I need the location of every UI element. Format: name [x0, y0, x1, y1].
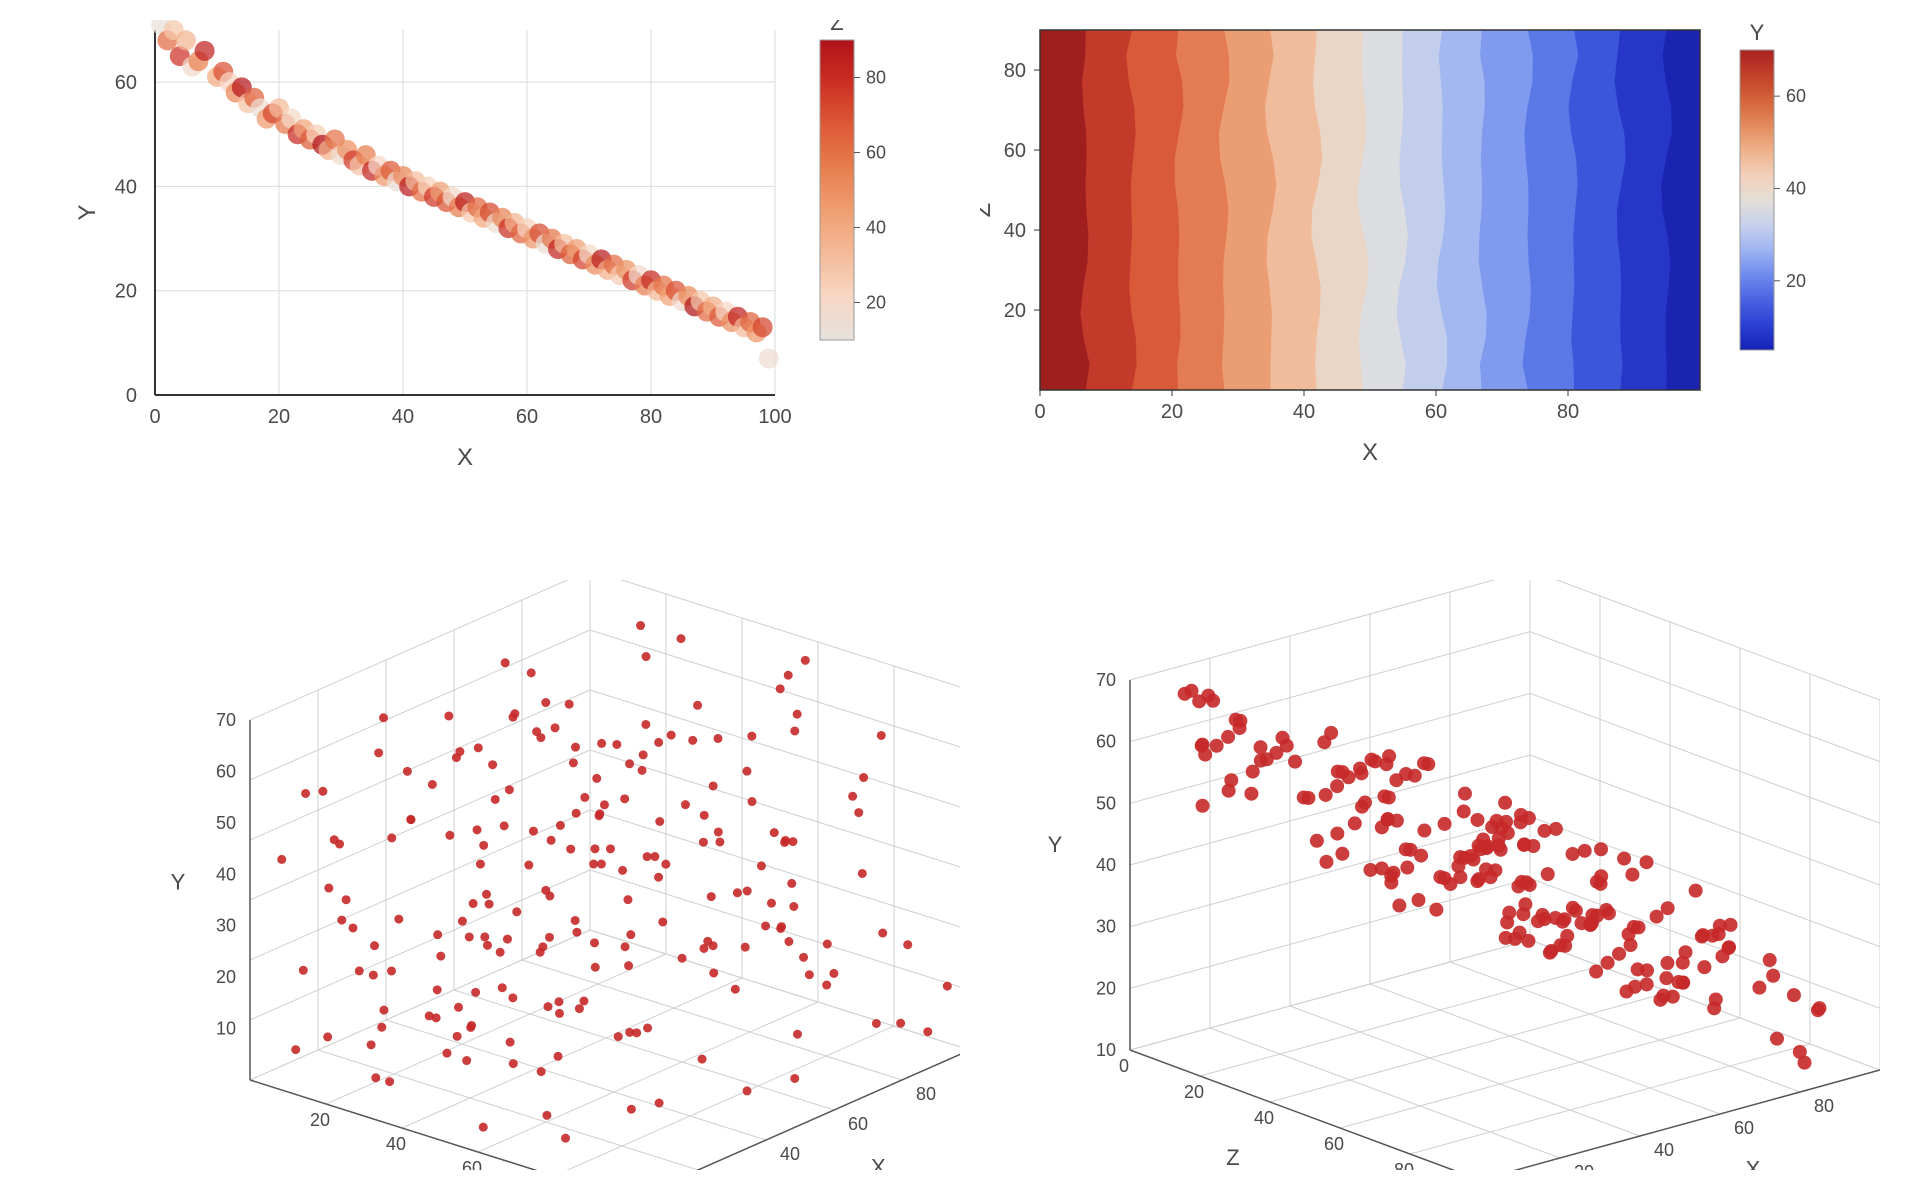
svg-text:60: 60 — [1425, 401, 1447, 423]
svg-text:Y: Y — [1048, 832, 1063, 857]
svg-text:60: 60 — [1324, 1134, 1344, 1154]
svg-text:60: 60 — [1096, 732, 1116, 752]
svg-text:30: 30 — [216, 916, 236, 936]
svg-text:Y: Y — [74, 204, 101, 220]
svg-text:60: 60 — [1786, 86, 1806, 106]
svg-text:20: 20 — [1161, 401, 1183, 423]
svg-text:40: 40 — [115, 176, 137, 198]
scatter3d-left-panel: 2040608010002040608010010203040506070ZXY — [60, 580, 960, 1170]
contour-panel: 0 20 40 60 80 20 40 60 80 X Z 20 40 60 Y — [980, 20, 1880, 490]
svg-text:0: 0 — [126, 385, 137, 407]
svg-text:70: 70 — [216, 710, 236, 730]
svg-text:60: 60 — [462, 1158, 482, 1170]
scatter3d-left-svg: 2040608010002040608010010203040506070ZXY — [60, 580, 960, 1170]
svg-text:60: 60 — [1734, 1118, 1754, 1138]
svg-text:60: 60 — [1004, 140, 1026, 162]
svg-text:80: 80 — [640, 406, 662, 428]
svg-text:80: 80 — [1557, 401, 1579, 423]
svg-text:60: 60 — [848, 1114, 868, 1134]
svg-text:Z: Z — [830, 20, 843, 35]
svg-text:80: 80 — [1394, 1160, 1414, 1170]
svg-text:Z: Z — [1226, 1145, 1239, 1170]
svg-text:40: 40 — [216, 864, 236, 884]
svg-text:X: X — [871, 1155, 886, 1170]
svg-text:X: X — [1746, 1156, 1761, 1170]
scatter3d-right-panel: 02040608010002040608010010203040506070ZX… — [980, 580, 1880, 1170]
svg-text:20: 20 — [1786, 271, 1806, 291]
svg-text:X: X — [1362, 439, 1378, 466]
svg-text:20: 20 — [115, 281, 137, 303]
svg-text:80: 80 — [916, 1084, 936, 1104]
svg-text:10: 10 — [216, 1019, 236, 1039]
svg-text:40: 40 — [386, 1134, 406, 1154]
svg-text:Y: Y — [171, 870, 186, 895]
svg-text:80: 80 — [1814, 1096, 1834, 1116]
scatter3d-right-svg: 02040608010002040608010010203040506070ZX… — [980, 580, 1880, 1170]
scatter2d-svg: 0 20 40 60 80 100 0 20 40 60 X Y 20 40 60 80 Z — [60, 20, 960, 490]
svg-text:20: 20 — [1574, 1162, 1594, 1170]
svg-text:20: 20 — [310, 1110, 330, 1130]
svg-text:20: 20 — [866, 293, 886, 313]
scatter2d-panel: 0 20 40 60 80 100 0 20 40 60 X Y 20 40 60 80 Z — [60, 20, 960, 490]
svg-text:0: 0 — [149, 406, 160, 428]
contour-svg: 0 20 40 60 80 20 40 60 80 X Z 20 40 60 Y — [980, 20, 1880, 490]
svg-text:40: 40 — [1004, 220, 1026, 242]
svg-text:20: 20 — [268, 406, 290, 428]
svg-text:40: 40 — [866, 218, 886, 238]
svg-text:0: 0 — [1034, 401, 1045, 423]
svg-text:40: 40 — [780, 1144, 800, 1164]
svg-text:30: 30 — [1096, 917, 1116, 937]
svg-text:60: 60 — [115, 72, 137, 94]
svg-text:X: X — [457, 444, 473, 471]
svg-text:80: 80 — [866, 68, 886, 88]
svg-text:60: 60 — [866, 143, 886, 163]
svg-text:40: 40 — [392, 406, 414, 428]
svg-text:60: 60 — [516, 406, 538, 428]
svg-text:40: 40 — [1786, 178, 1806, 198]
svg-text:Y: Y — [1750, 20, 1765, 45]
svg-text:20: 20 — [1004, 300, 1026, 322]
svg-text:20: 20 — [216, 967, 236, 987]
svg-text:40: 40 — [1254, 1108, 1274, 1128]
svg-text:50: 50 — [1096, 793, 1116, 813]
svg-text:0: 0 — [1119, 1056, 1129, 1076]
svg-text:40: 40 — [1654, 1140, 1674, 1160]
svg-text:20: 20 — [1096, 978, 1116, 998]
svg-text:10: 10 — [1096, 1040, 1116, 1060]
svg-text:60: 60 — [216, 761, 236, 781]
svg-text:50: 50 — [216, 813, 236, 833]
svg-text:40: 40 — [1096, 855, 1116, 875]
svg-text:20: 20 — [1184, 1082, 1204, 1102]
svg-text:40: 40 — [1293, 401, 1315, 423]
svg-text:100: 100 — [758, 406, 791, 428]
svg-text:70: 70 — [1096, 670, 1116, 690]
svg-text:80: 80 — [1004, 60, 1026, 82]
page: 0204060801000204060XY20406080Z 020406080… — [0, 0, 1925, 1182]
svg-text:Z: Z — [980, 203, 996, 218]
